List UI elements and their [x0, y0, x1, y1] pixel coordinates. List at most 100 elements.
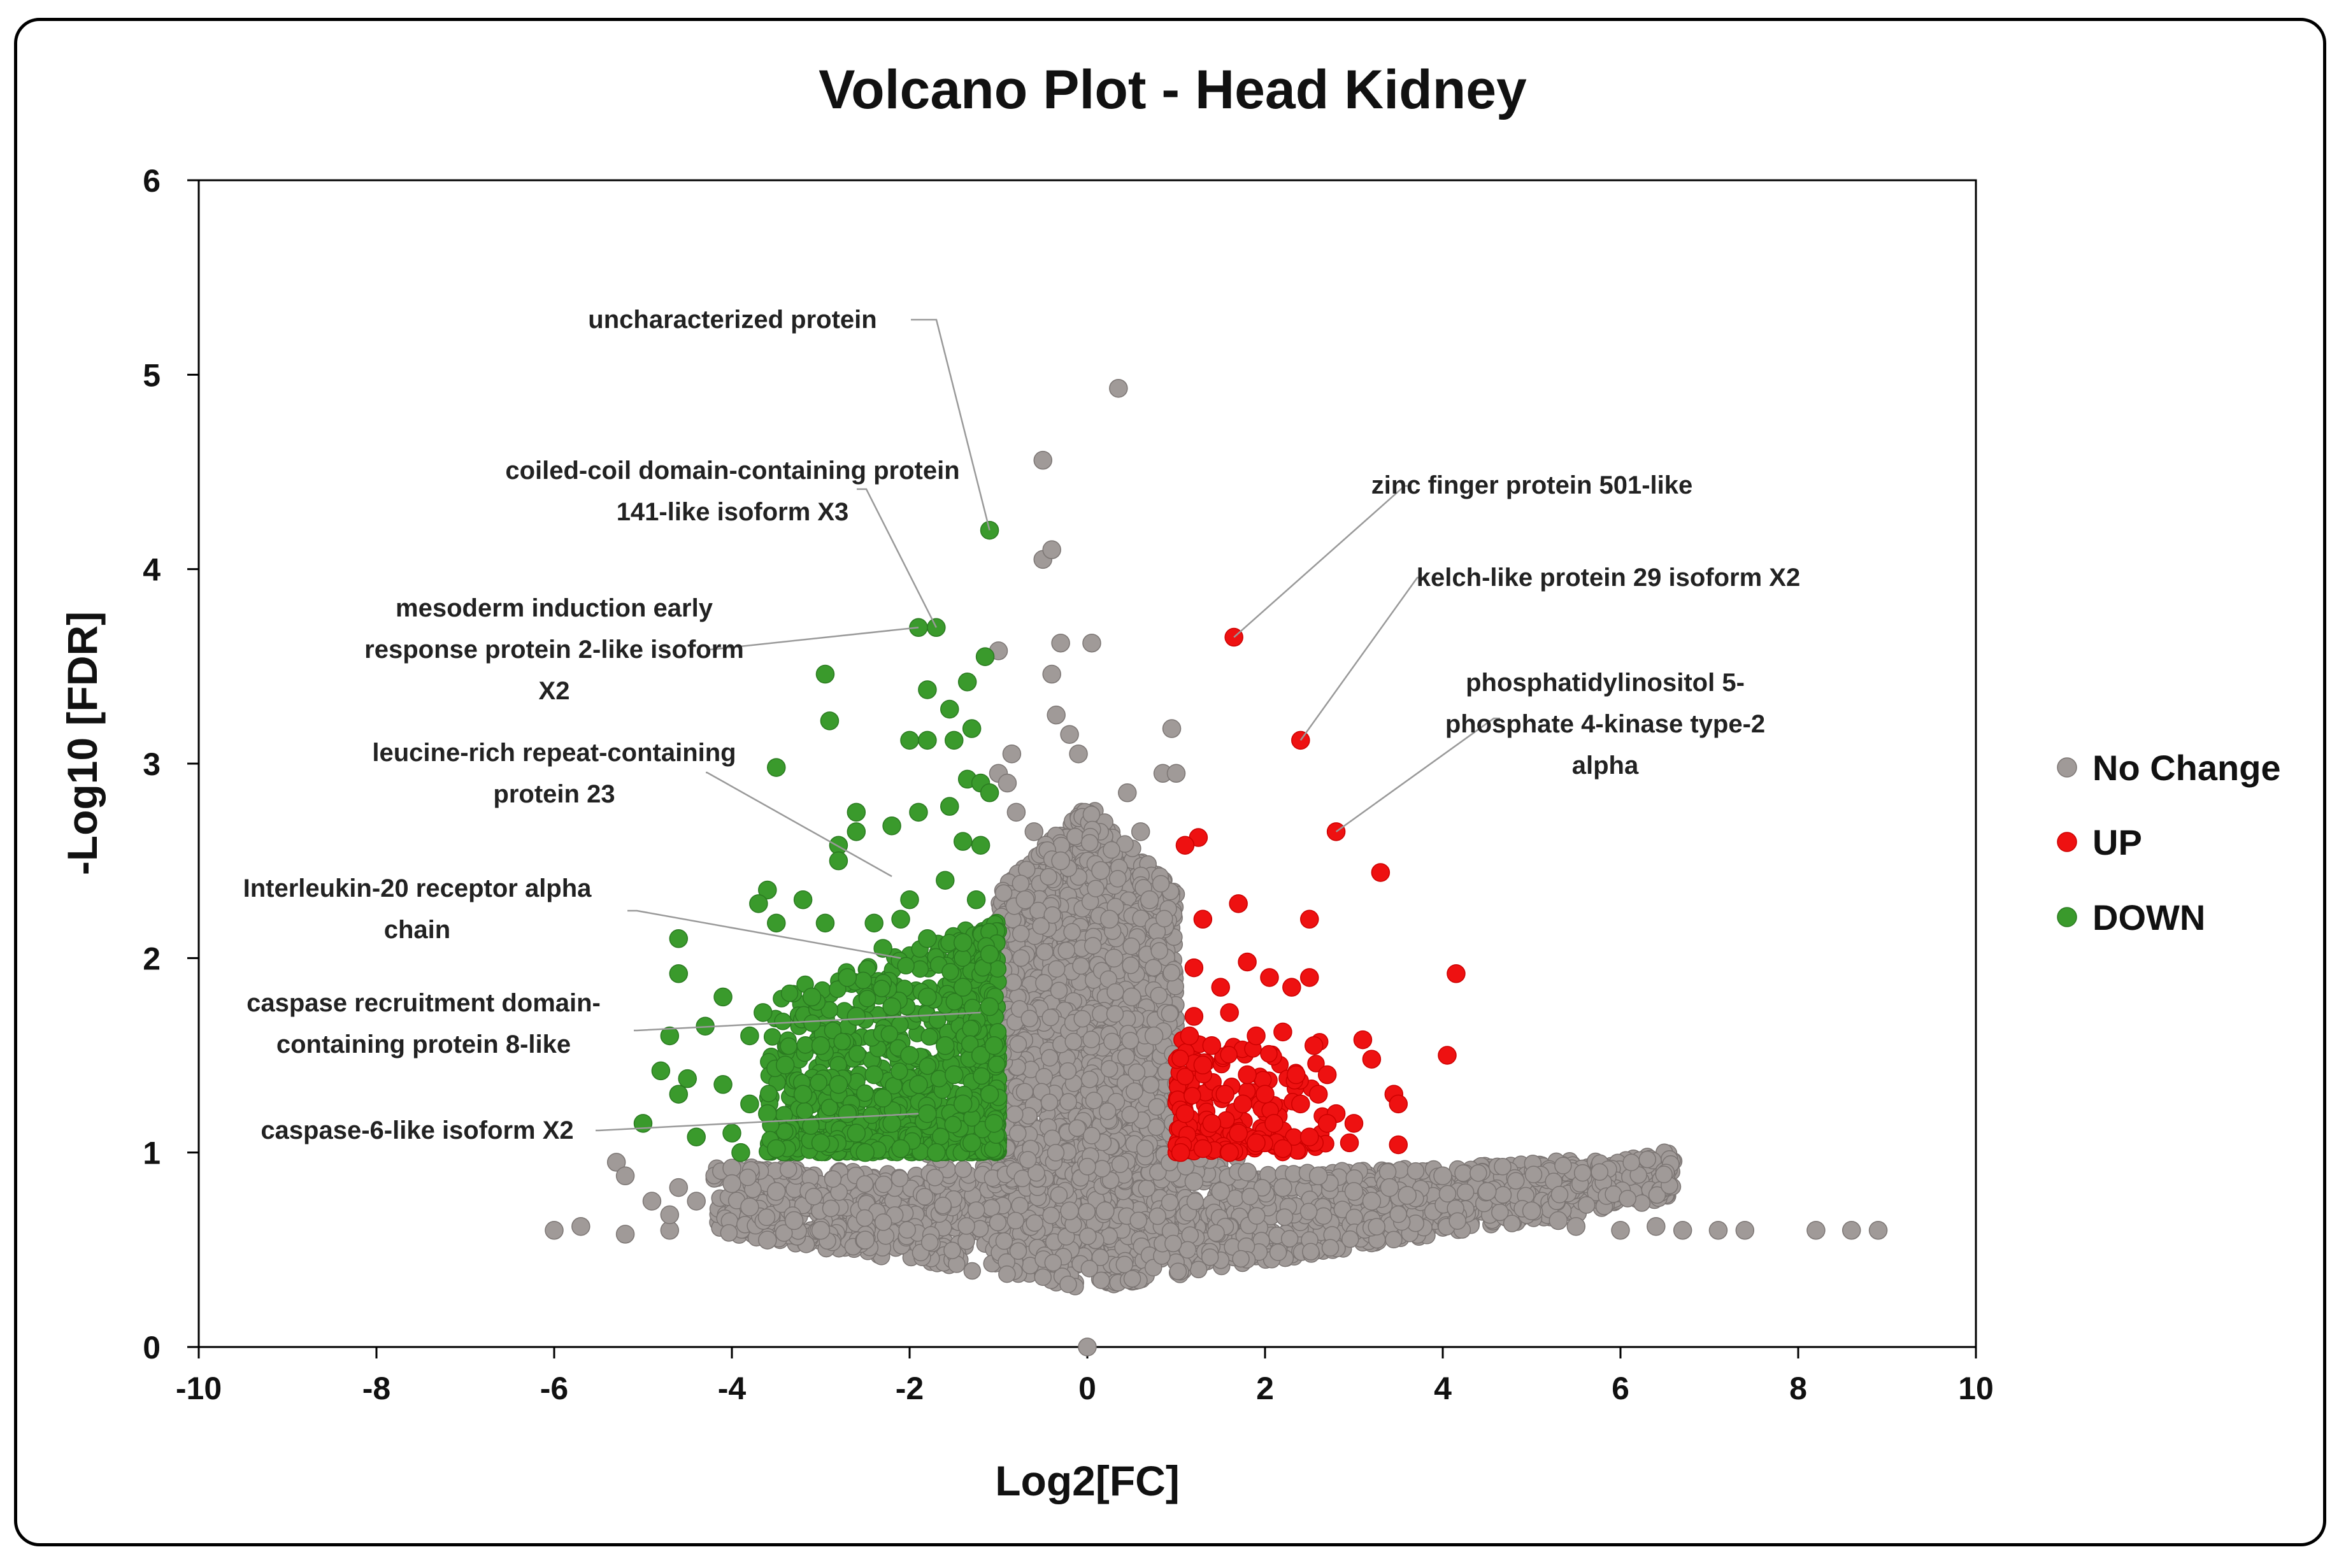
no-change-point [1041, 1008, 1059, 1027]
no-change-point [1269, 1243, 1287, 1262]
x-tick-label: -4 [718, 1371, 747, 1406]
no-change-point [1004, 973, 1022, 992]
no-change-point [1042, 1206, 1060, 1225]
no-change-point [1072, 957, 1090, 975]
y-tick-label: 1 [143, 1136, 161, 1171]
no-change-point [720, 1224, 738, 1242]
no-change-point [1093, 1160, 1111, 1178]
no-change-point [1155, 909, 1173, 928]
chart-title: Volcano Plot - Head Kidney [819, 59, 1527, 120]
no-change-point [822, 1199, 840, 1218]
no-change-point [757, 1208, 776, 1227]
no-change-point [1006, 1211, 1025, 1230]
no-change-point [1622, 1153, 1640, 1171]
no-change-point [1050, 1186, 1068, 1204]
no-change-point [1032, 917, 1050, 935]
y-tick-label: 0 [143, 1330, 161, 1365]
no-change-point [1299, 1202, 1318, 1221]
y-tick-label: 2 [143, 941, 161, 976]
no-change-point [1141, 1076, 1160, 1094]
no-change-point [1619, 1190, 1636, 1208]
no-change-point [1341, 1230, 1359, 1248]
no-change-point [1068, 1119, 1086, 1137]
no-change-point [1012, 949, 1030, 967]
x-tick-label: 6 [1612, 1371, 1629, 1406]
no-change-point [1122, 956, 1140, 974]
no-change-point [1169, 1262, 1187, 1280]
no-change-point [1080, 1260, 1099, 1278]
no-change-point [1145, 959, 1162, 977]
no-change-point [1368, 1218, 1385, 1236]
no-change-point [1041, 1049, 1059, 1067]
no-change-point [1078, 1158, 1096, 1176]
no-change-point [1020, 1009, 1039, 1028]
no-change-point [1059, 1275, 1077, 1294]
no-change-point [1247, 1207, 1266, 1225]
no-change-point [1059, 1062, 1077, 1080]
no-change-point [1150, 987, 1168, 1004]
no-change-point [1591, 1163, 1608, 1181]
no-change-point [1138, 1180, 1156, 1197]
no-change-point [1406, 1162, 1425, 1180]
no-change-point [1082, 1030, 1100, 1048]
no-change-point [1081, 1071, 1099, 1088]
x-tick-label: 2 [1256, 1371, 1274, 1406]
no-change-point [1085, 1092, 1103, 1109]
no-change-point [982, 1199, 1001, 1217]
no-change-point [1035, 974, 1053, 992]
x-tick-label: -8 [362, 1371, 390, 1406]
no-change-point [1057, 941, 1076, 960]
no-change-point [1084, 937, 1102, 955]
x-tick-label: 0 [1078, 1371, 1096, 1406]
no-change-point [1121, 1032, 1140, 1050]
no-change-point [1554, 1157, 1572, 1174]
no-change-point [1470, 1164, 1487, 1182]
no-change-point [994, 884, 1013, 902]
no-change-point [1009, 1035, 1027, 1053]
no-change-point [1280, 1230, 1299, 1248]
no-change-point [1009, 1124, 1027, 1143]
no-change-point [1207, 1224, 1225, 1242]
no-change-point [779, 1160, 797, 1178]
no-change-point [1315, 1207, 1333, 1225]
no-change-point [874, 1213, 892, 1231]
no-change-point [1201, 1248, 1219, 1266]
y-tick-label: 3 [143, 746, 161, 782]
no-change-point [1111, 1155, 1129, 1173]
no-change-point [1063, 923, 1081, 941]
no-change-point [1152, 874, 1170, 893]
no-change-point [963, 1262, 982, 1280]
no-change-point [1047, 1144, 1065, 1162]
no-change-point [1162, 964, 1181, 982]
no-change-point [1103, 841, 1120, 859]
no-change-point [989, 1213, 1007, 1232]
no-change-point [1638, 1150, 1657, 1169]
no-change-point [1087, 880, 1105, 897]
no-change-point [1494, 1186, 1512, 1204]
no-change-point [1036, 943, 1054, 961]
no-change-point [1073, 1009, 1091, 1028]
no-change-point [1161, 1194, 1179, 1211]
no-change-point [1150, 942, 1169, 960]
no-change-point [1577, 1196, 1596, 1214]
no-change-point [1117, 1048, 1135, 1066]
no-change-point [1050, 981, 1068, 1000]
no-change-point [1098, 1102, 1117, 1120]
no-change-point [1126, 1082, 1143, 1101]
no-change-point [855, 1175, 874, 1193]
no-change-point [1019, 1151, 1037, 1169]
no-change-point [1573, 1164, 1592, 1182]
no-change-point [1655, 1165, 1673, 1183]
no-change-point [1106, 983, 1124, 1001]
no-change-point [1035, 1067, 1053, 1086]
x-tick-label: -6 [540, 1371, 568, 1406]
no-change-point [1550, 1185, 1569, 1204]
no-change-point [1026, 1214, 1043, 1232]
no-change-point [1011, 1197, 1029, 1215]
no-change-point [1127, 1063, 1146, 1081]
no-change-point [926, 1169, 944, 1187]
no-change-point [1040, 1094, 1059, 1111]
no-change-density-cloud [705, 802, 1683, 1295]
no-change-point [1009, 1242, 1027, 1260]
no-change-point [943, 1241, 961, 1260]
